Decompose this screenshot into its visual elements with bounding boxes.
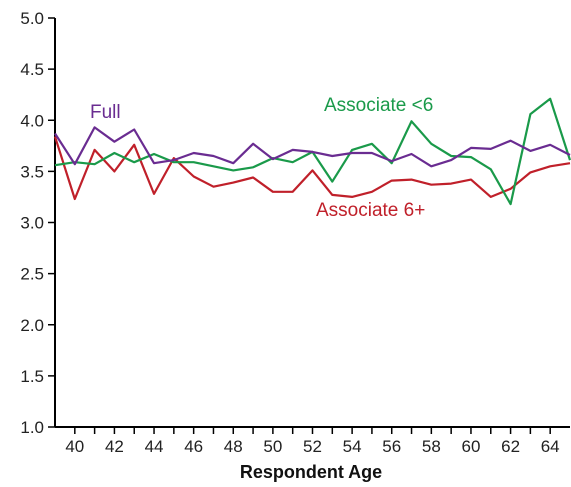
y-tick-label: 4.5 bbox=[20, 60, 44, 79]
x-tick-label: 56 bbox=[382, 437, 401, 456]
x-tick-label: 46 bbox=[184, 437, 203, 456]
y-tick-label: 3.5 bbox=[20, 162, 44, 181]
series-label-associate-under-6: Associate <6 bbox=[324, 95, 433, 116]
x-tick-label: 58 bbox=[422, 437, 441, 456]
y-tick-label: 2.5 bbox=[20, 265, 44, 284]
x-tick-label: 64 bbox=[541, 437, 560, 456]
series-line-full bbox=[54, 126, 571, 168]
y-tick-label: 1.5 bbox=[20, 367, 44, 386]
series-label-associate-6-plus: Associate 6+ bbox=[316, 200, 425, 221]
x-tick-label: 48 bbox=[224, 437, 243, 456]
x-tick-label: 42 bbox=[105, 437, 124, 456]
y-tick-label: 3.0 bbox=[20, 214, 44, 233]
x-tick-label: 54 bbox=[343, 437, 362, 456]
y-axis-ticks: 1.0 1.5 2.0 2.5 3.0 3.5 4.0 4.5 5.0 bbox=[20, 9, 55, 437]
x-axis-title: Respondent Age bbox=[240, 462, 382, 482]
x-axis-ticks: 40 42 44 46 48 50 52 54 56 58 60 62 64 bbox=[65, 427, 560, 456]
x-tick-label: 40 bbox=[65, 437, 84, 456]
y-tick-label: 1.0 bbox=[20, 418, 44, 437]
y-tick-label: 5.0 bbox=[20, 9, 44, 28]
y-tick-label: 2.0 bbox=[20, 316, 44, 335]
y-tick-label: 4.0 bbox=[20, 111, 44, 130]
x-tick-label: 44 bbox=[145, 437, 164, 456]
series-lines bbox=[53, 97, 571, 206]
x-tick-label: 52 bbox=[303, 437, 322, 456]
series-line-associate-6-plus bbox=[53, 136, 571, 201]
x-tick-label: 60 bbox=[462, 437, 481, 456]
series-label-full: Full bbox=[90, 102, 121, 123]
x-tick-label: 50 bbox=[263, 437, 282, 456]
x-tick-label: 62 bbox=[501, 437, 520, 456]
